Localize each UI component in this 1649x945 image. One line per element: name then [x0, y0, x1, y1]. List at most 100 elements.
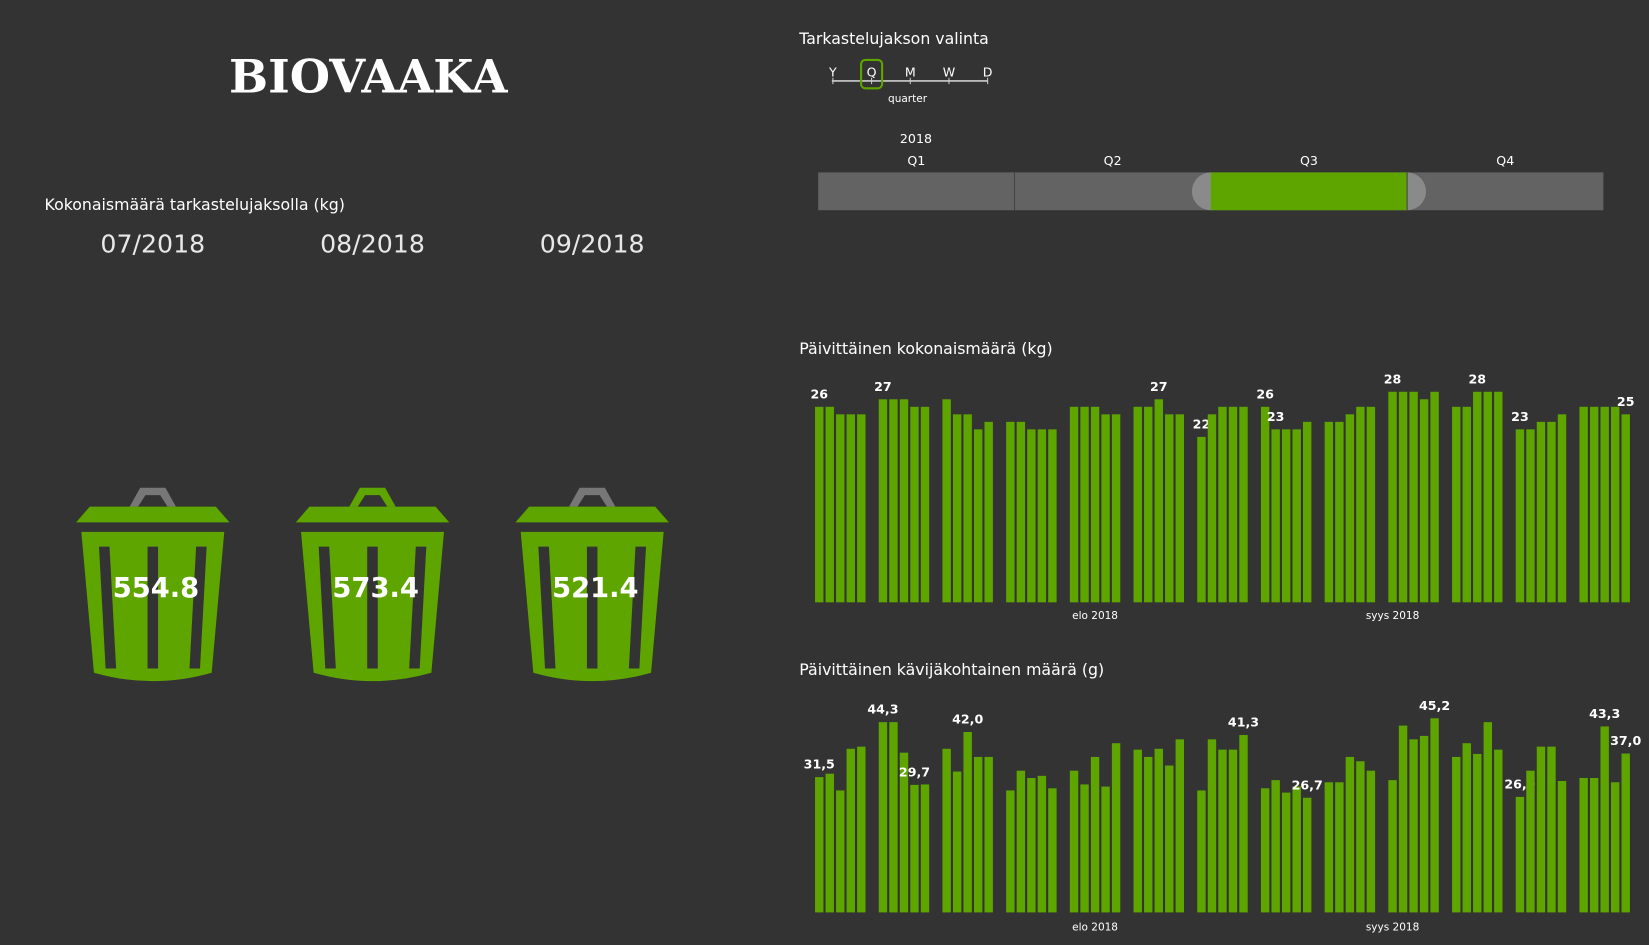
bar — [1175, 414, 1184, 603]
bar — [910, 406, 919, 603]
data-label: 28 — [1468, 371, 1486, 386]
data-label: 29,7 — [899, 764, 930, 779]
bar — [1228, 406, 1238, 603]
can-slot — [367, 546, 378, 669]
level-option[interactable]: Y — [828, 65, 837, 80]
level-option[interactable]: Q — [867, 65, 877, 80]
data-label: 23 — [1267, 409, 1285, 424]
bar — [1398, 391, 1408, 603]
data-label: 44,3 — [867, 702, 898, 717]
bar — [1452, 406, 1461, 603]
bar — [1324, 421, 1334, 603]
bar — [1419, 399, 1429, 603]
bar — [1218, 406, 1227, 603]
bar — [1557, 414, 1567, 603]
bar — [815, 406, 824, 603]
bar — [1218, 749, 1227, 913]
can-slot — [538, 546, 556, 669]
bar — [963, 732, 972, 913]
level-option[interactable]: M — [905, 65, 916, 80]
bar — [1154, 399, 1163, 603]
bar — [1610, 782, 1620, 913]
bar — [1292, 429, 1301, 603]
x-tick-label: elo 2018 — [1072, 921, 1118, 933]
bar — [1462, 743, 1471, 913]
bar — [1600, 726, 1609, 913]
bar — [1579, 777, 1588, 913]
bar — [1345, 756, 1355, 913]
quarter-label: Q4 — [1496, 153, 1514, 168]
data-label: 26 — [1256, 386, 1274, 401]
bar — [942, 399, 951, 603]
data-label: 27 — [1150, 379, 1168, 394]
bar — [984, 421, 993, 603]
bar — [1260, 788, 1270, 913]
bar — [1462, 406, 1471, 603]
x-tick-label: syys 2018 — [1366, 610, 1419, 622]
bar — [1621, 414, 1630, 603]
level-option[interactable]: W — [943, 65, 956, 80]
quarter-selected[interactable] — [1210, 172, 1408, 211]
bar — [952, 414, 962, 603]
bar — [1579, 406, 1588, 603]
bar — [1324, 782, 1334, 913]
bar — [1154, 748, 1163, 913]
bar — [857, 414, 866, 603]
bar — [815, 777, 824, 913]
bar — [1144, 756, 1153, 913]
x-tick-label: syys 2018 — [1366, 921, 1419, 933]
data-label: 43,3 — [1589, 706, 1620, 721]
bar — [1006, 421, 1015, 603]
total-value: 521.4 — [552, 573, 638, 604]
totals-label: Kokonaismäärä tarkastelujaksolla (kg) — [45, 195, 345, 214]
bar — [825, 773, 834, 913]
bar — [1515, 429, 1525, 603]
bar — [1473, 391, 1482, 603]
bar — [910, 784, 919, 913]
data-label: 27 — [874, 379, 892, 394]
bar — [1430, 718, 1439, 913]
bar — [1260, 406, 1270, 603]
bar — [1302, 797, 1312, 913]
bar — [1536, 746, 1546, 913]
level-option[interactable]: D — [983, 65, 993, 80]
bar — [1430, 391, 1439, 603]
data-label: 37,0 — [1610, 733, 1641, 748]
can-slot — [147, 546, 159, 669]
bar — [825, 406, 834, 603]
bar — [1526, 770, 1535, 913]
data-label: 25 — [1617, 394, 1635, 409]
data-label: 31,5 — [804, 757, 835, 772]
bar — [1037, 429, 1047, 603]
bar — [1271, 429, 1280, 603]
bar — [1133, 749, 1142, 913]
bar — [1281, 429, 1291, 603]
bar — [1197, 436, 1206, 603]
bar — [1080, 406, 1089, 603]
bar — [1165, 414, 1174, 603]
bar — [889, 399, 898, 603]
can-slot — [98, 546, 117, 669]
bar — [920, 406, 930, 603]
slicer-year: 2018 — [900, 131, 932, 146]
total-value: 554.8 — [113, 573, 199, 604]
bar — [1175, 739, 1184, 913]
bar — [1419, 735, 1429, 913]
bar — [1111, 414, 1121, 603]
bar — [1165, 765, 1174, 913]
bar — [973, 756, 983, 913]
bar — [836, 790, 845, 913]
bar — [1398, 725, 1408, 913]
bar — [984, 756, 993, 913]
bar — [1006, 790, 1015, 913]
bar — [1207, 414, 1217, 603]
can-handle — [569, 487, 616, 507]
bar — [1345, 414, 1355, 603]
bar — [1228, 749, 1238, 913]
bar — [1409, 391, 1418, 603]
bar — [1473, 753, 1482, 913]
bar — [1494, 391, 1503, 603]
data-label: 26 — [810, 386, 828, 401]
bar — [1547, 421, 1556, 603]
data-label: 45,2 — [1419, 698, 1450, 713]
